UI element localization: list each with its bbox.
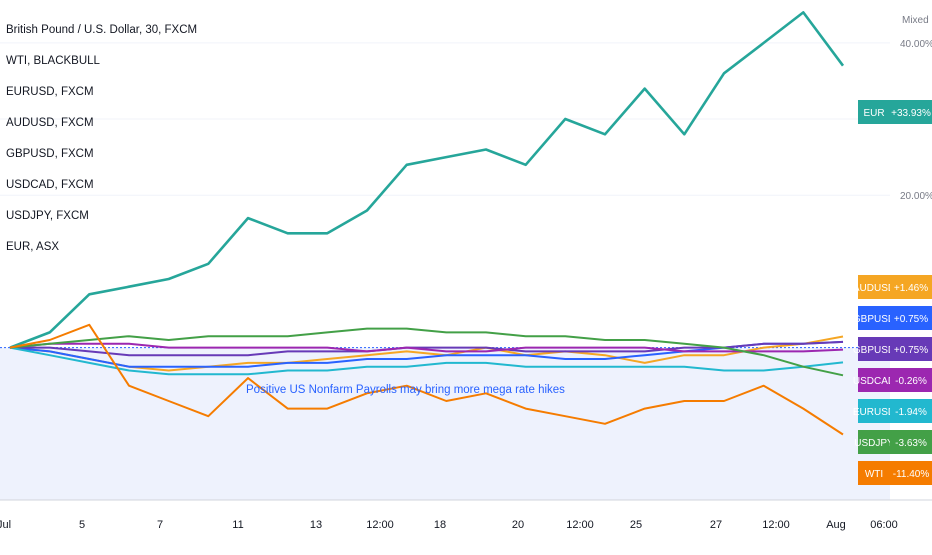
- series-badge-name: EUR: [863, 108, 884, 119]
- x-tick-label: Aug: [826, 519, 846, 531]
- legend-symbol-audusd[interactable]: AUDUSD, FXCM: [6, 117, 94, 129]
- series-line-eur: [9, 11, 845, 349]
- series-badge-name: USDCAD: [853, 376, 895, 387]
- series-badge-symbol: [858, 337, 890, 361]
- chart-annotation: Positive US Nonfarm Payrolls may bring m…: [246, 384, 565, 396]
- legend-symbol-wti[interactable]: WTI, BLACKBULL: [6, 55, 100, 67]
- x-tick-label: Jul: [0, 519, 11, 531]
- x-tick-label: 25: [630, 519, 642, 531]
- series-badge-name: EURUSD: [853, 407, 895, 418]
- series-line-audusd: [9, 335, 844, 372]
- x-tick-label: 11: [232, 519, 243, 531]
- series-badge-value-label: +0.75%: [894, 314, 928, 325]
- series-badge-symbol: [858, 100, 890, 124]
- scale-mode-label[interactable]: Mixed: [902, 15, 929, 26]
- series-badge-value: [890, 399, 932, 423]
- series-badge-symbol: [858, 306, 890, 330]
- y-tick-label: 20.00%: [900, 191, 932, 202]
- series-badge-value-label: -1.94%: [895, 407, 927, 418]
- series-badge-value: [890, 430, 932, 454]
- legend-symbol-usdcad[interactable]: USDCAD, FXCM: [6, 179, 94, 191]
- x-tick-label: 12:00: [762, 519, 790, 531]
- series-badge-name: AUDUSD: [853, 283, 895, 294]
- series-badge-value: [890, 306, 932, 330]
- series-badge-value: [890, 100, 932, 124]
- series-badge-value: [890, 275, 932, 299]
- series-badge-value-label: -0.26%: [895, 376, 927, 387]
- legend-symbol-usdjpy[interactable]: USDJPY, FXCM: [6, 210, 89, 222]
- series-badge-name: USDJPY: [854, 438, 894, 449]
- legend-symbol-gbpusd[interactable]: GBPUSD, FXCM: [6, 148, 94, 160]
- series-badge-symbol: [858, 399, 890, 423]
- series-badge-symbol: [858, 368, 890, 392]
- x-tick-label: 18: [434, 519, 446, 531]
- series-badge-symbol: [858, 275, 890, 299]
- series-badge-symbol: [858, 430, 890, 454]
- x-tick-label: 12:00: [566, 519, 594, 531]
- series-badge-value-label: -11.40%: [893, 469, 930, 480]
- series-line-gbpusd: [9, 340, 844, 368]
- series-line-eurusd: [9, 346, 844, 376]
- series-line-usdcad: [9, 342, 844, 353]
- x-tick-label: 06:00: [870, 519, 898, 531]
- series-badge-value: [890, 368, 932, 392]
- x-tick-label: 20: [512, 519, 524, 531]
- legend-symbol-main[interactable]: British Pound / U.S. Dollar, 30, FXCM: [6, 24, 198, 36]
- series-badge-value-label: +0.75%: [894, 345, 928, 356]
- x-tick-label: 13: [310, 519, 322, 531]
- x-tick-label: 27: [710, 519, 722, 531]
- series-badge-value-label: +33.93%: [891, 108, 931, 119]
- series-badge-value-label: +1.46%: [894, 283, 928, 294]
- series-badge-name: GBPUSD: [853, 314, 895, 325]
- legend-symbol-eur[interactable]: EUR, ASX: [6, 241, 60, 253]
- series-badge-value: [890, 337, 932, 361]
- series-line-wti: [9, 323, 844, 436]
- x-tick-label: 12:00: [366, 519, 394, 531]
- series-badge-symbol: [858, 461, 890, 485]
- series-line-usdjpy: [9, 327, 844, 377]
- y-tick-label: 40.00%: [900, 39, 932, 50]
- x-tick-label: 5: [79, 519, 85, 531]
- series-badge-value: [890, 461, 932, 485]
- series-line-gbpusd: [10, 340, 844, 357]
- series-badge-name: WTI: [865, 469, 883, 480]
- legend-symbol-eurusd[interactable]: EURUSD, FXCM: [6, 86, 94, 98]
- series-badge-value-label: -3.63%: [895, 438, 927, 449]
- series-badge-name: GBPUSD: [853, 345, 895, 356]
- x-tick-label: 7: [157, 519, 163, 531]
